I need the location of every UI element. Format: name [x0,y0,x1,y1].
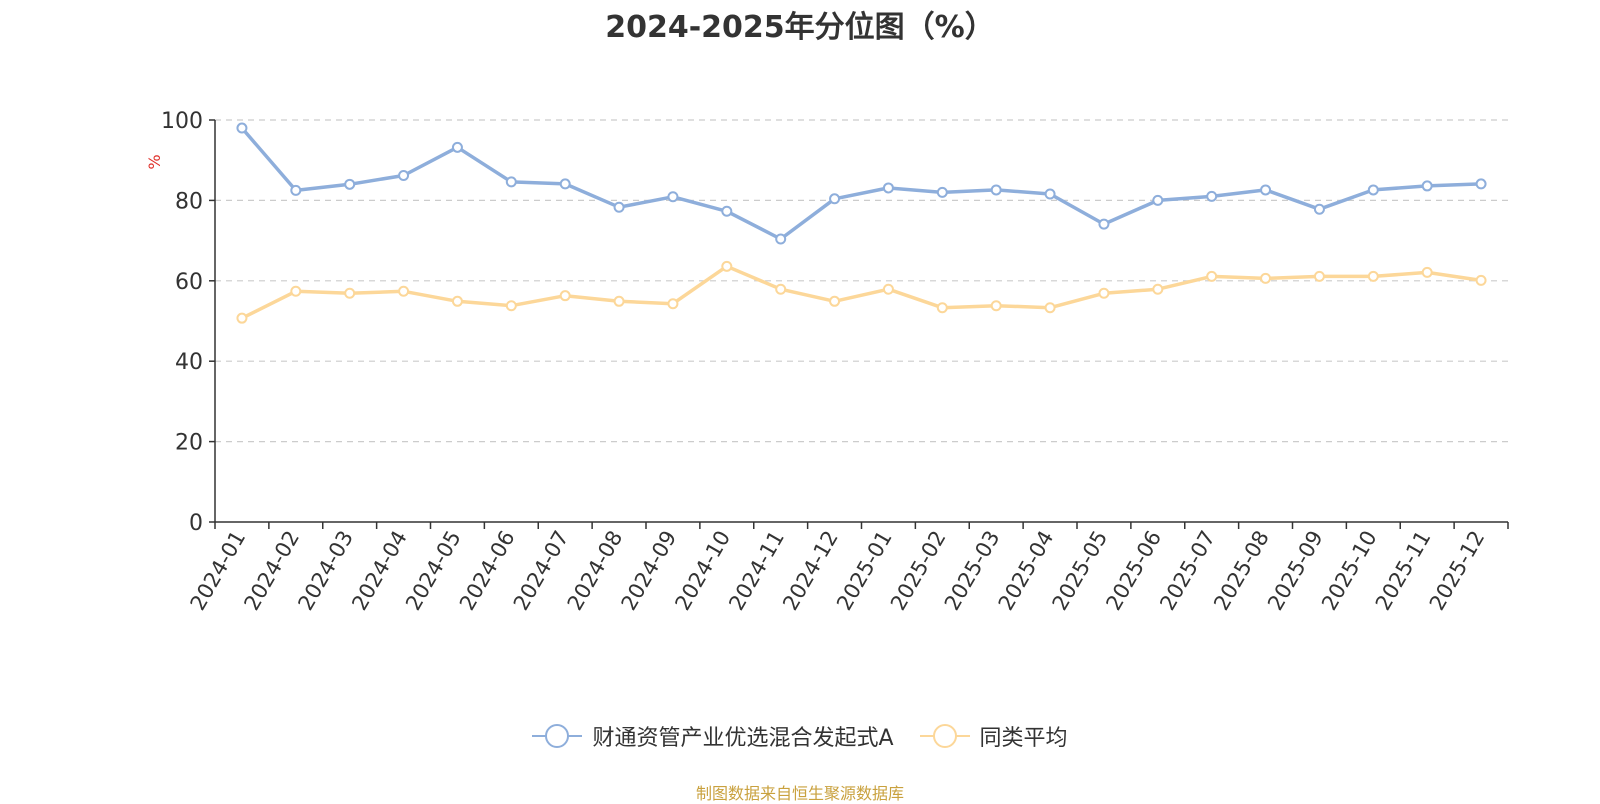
data-point-series-1[interactable] [775,233,787,245]
legend: 财通资管产业优选混合发起式A 同类平均 [0,720,1600,752]
legend-label-series-1: 财通资管产业优选混合发起式A [592,726,894,751]
data-point-series-2[interactable] [398,285,410,297]
data-point-series-1[interactable] [829,193,841,205]
data-point-series-1[interactable] [1421,180,1433,192]
gridlines [215,119,1508,443]
data-point-series-2[interactable] [829,295,841,307]
series-line-2 [240,264,1483,320]
data-point-series-1[interactable] [1313,203,1325,215]
data-point-series-1[interactable] [1152,194,1164,206]
data-point-series-1[interactable] [721,205,733,217]
legend-label-series-2: 同类平均 [979,726,1068,751]
data-point-series-1[interactable] [990,184,1002,196]
data-point-series-2[interactable] [451,295,463,307]
data-point-series-1[interactable] [882,182,894,194]
legend-item-series-2[interactable]: 同类平均 [919,720,1068,752]
data-point-series-1[interactable] [1260,184,1272,196]
data-point-series-2[interactable] [1044,302,1056,314]
data-point-series-2[interactable] [505,300,517,312]
y-tick-label: 60 [175,270,203,295]
data-point-series-2[interactable] [236,312,248,324]
data-point-series-2[interactable] [559,290,571,302]
y-tick-label: 0 [189,511,203,536]
legend-marker-icon-series-1 [532,724,583,748]
data-point-series-2[interactable] [721,260,733,272]
data-point-series-2[interactable] [344,287,356,299]
data-point-series-1[interactable] [667,191,679,203]
data-point-series-2[interactable] [613,295,625,307]
y-tick-label: 100 [161,109,203,134]
data-point-series-1[interactable] [1475,178,1487,190]
data-point-series-2[interactable] [1206,270,1218,282]
data-point-series-2[interactable] [667,298,679,310]
data-point-series-1[interactable] [936,186,948,198]
data-point-series-1[interactable] [559,178,571,190]
y-tick-label: 40 [175,350,203,375]
data-point-series-1[interactable] [1044,188,1056,200]
data-point-series-2[interactable] [1313,270,1325,282]
data-point-series-2[interactable] [1475,274,1487,286]
line-chart: 0204060801002024-012024-022024-032024-04… [145,109,1509,614]
data-point-series-2[interactable] [775,283,787,295]
data-point-series-1[interactable] [1206,190,1218,202]
data-point-series-1[interactable] [451,141,463,153]
data-point-series-2[interactable] [990,300,1002,312]
data-point-series-2[interactable] [1367,270,1379,282]
data-point-series-2[interactable] [1260,272,1272,284]
data-point-series-1[interactable] [344,178,356,190]
chart-title: 2024-2025年分位图（%） [605,10,995,45]
data-point-series-1[interactable] [236,122,248,134]
data-point-series-2[interactable] [290,285,302,297]
y-tick-label: 20 [175,431,203,456]
data-point-series-2[interactable] [936,302,948,314]
source-note: 制图数据来自恒生聚源数据库 [695,784,904,803]
data-point-series-1[interactable] [1367,184,1379,196]
data-point-series-1[interactable] [613,201,625,213]
data-point-series-2[interactable] [1152,283,1164,295]
data-point-series-2[interactable] [882,283,894,295]
data-point-series-1[interactable] [505,176,517,188]
legend-marker-icon-series-2 [919,724,970,748]
legend-item-series-1[interactable]: 财通资管产业优选混合发起式A [532,720,894,752]
y-tick-label: 80 [175,189,203,214]
data-point-series-1[interactable] [1098,218,1110,230]
series-line-1 [240,126,1483,241]
data-point-series-2[interactable] [1098,287,1110,299]
series-lines [236,122,1487,324]
data-point-series-1[interactable] [290,184,302,196]
data-point-series-2[interactable] [1421,266,1433,278]
data-point-series-1[interactable] [398,169,410,181]
y-axis-unit-label: % [145,154,164,169]
